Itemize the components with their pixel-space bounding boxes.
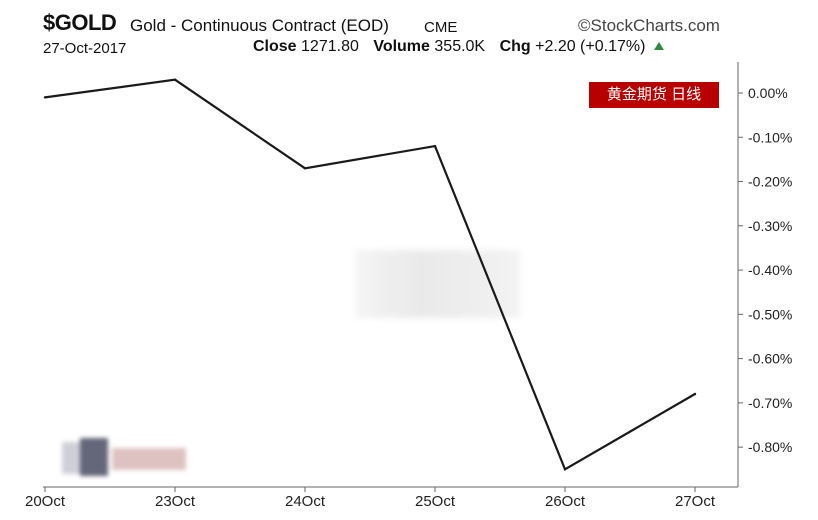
close-label: Close <box>253 38 297 55</box>
y-tick-label: -0.20% <box>748 174 792 190</box>
change-value: +2.20 (+0.17%) <box>535 38 646 55</box>
data-point <box>173 78 177 81</box>
x-tick-label: 23Oct <box>155 493 196 510</box>
symbol-title: $GOLD <box>43 10 117 35</box>
y-axis: 0.00% -0.10% -0.20% -0.30% -0.40% -0.50% -0.60… <box>738 85 792 455</box>
y-tick-label: -0.50% <box>748 306 792 322</box>
brand-label: ©StockCharts.com <box>578 16 720 35</box>
y-tick-label: -0.80% <box>748 439 792 455</box>
y-tick-label: -0.70% <box>748 395 792 411</box>
x-tick-label: 26Oct <box>545 493 586 510</box>
close-value: 1271.80 <box>301 38 359 55</box>
series-layer <box>43 78 697 471</box>
x-tick-label: 25Oct <box>415 493 456 510</box>
data-point <box>693 392 697 396</box>
data-point <box>433 144 437 148</box>
chart-badge: 黄金期货 日线 <box>589 82 719 108</box>
data-point <box>303 167 307 170</box>
volume-label: Volume <box>373 38 430 55</box>
x-tick-label: 27Oct <box>675 493 716 510</box>
x-tick-label: 24Oct <box>285 493 326 510</box>
up-arrow-icon <box>653 42 664 50</box>
date-label: 27-Oct-2017 <box>43 40 127 57</box>
exchange-label: CME <box>424 19 458 36</box>
quote-stats: Close 1271.80 Volume 355.0K Chg +2.20 (+… <box>253 38 664 56</box>
y-tick-label: -0.60% <box>748 351 792 367</box>
data-point <box>563 468 567 471</box>
y-tick-label: -0.10% <box>748 129 792 145</box>
change-label: Chg <box>499 38 531 55</box>
data-point <box>43 96 47 99</box>
plot-frame <box>43 62 739 488</box>
x-axis: 20Oct 23Oct 24Oct 25Oct 26Oct 27Oct <box>25 487 716 510</box>
y-tick-label: 0.00% <box>748 85 788 101</box>
volume-value: 355.0K <box>434 38 486 55</box>
watermark-center <box>355 250 520 318</box>
y-tick-label: -0.30% <box>748 218 792 234</box>
series-line <box>44 78 696 471</box>
x-tick-label: 20Oct <box>25 493 66 510</box>
watermark-logo <box>60 438 190 478</box>
contract-description: Gold - Continuous Contract (EOD) <box>130 16 389 35</box>
y-tick-label: -0.40% <box>748 262 792 278</box>
